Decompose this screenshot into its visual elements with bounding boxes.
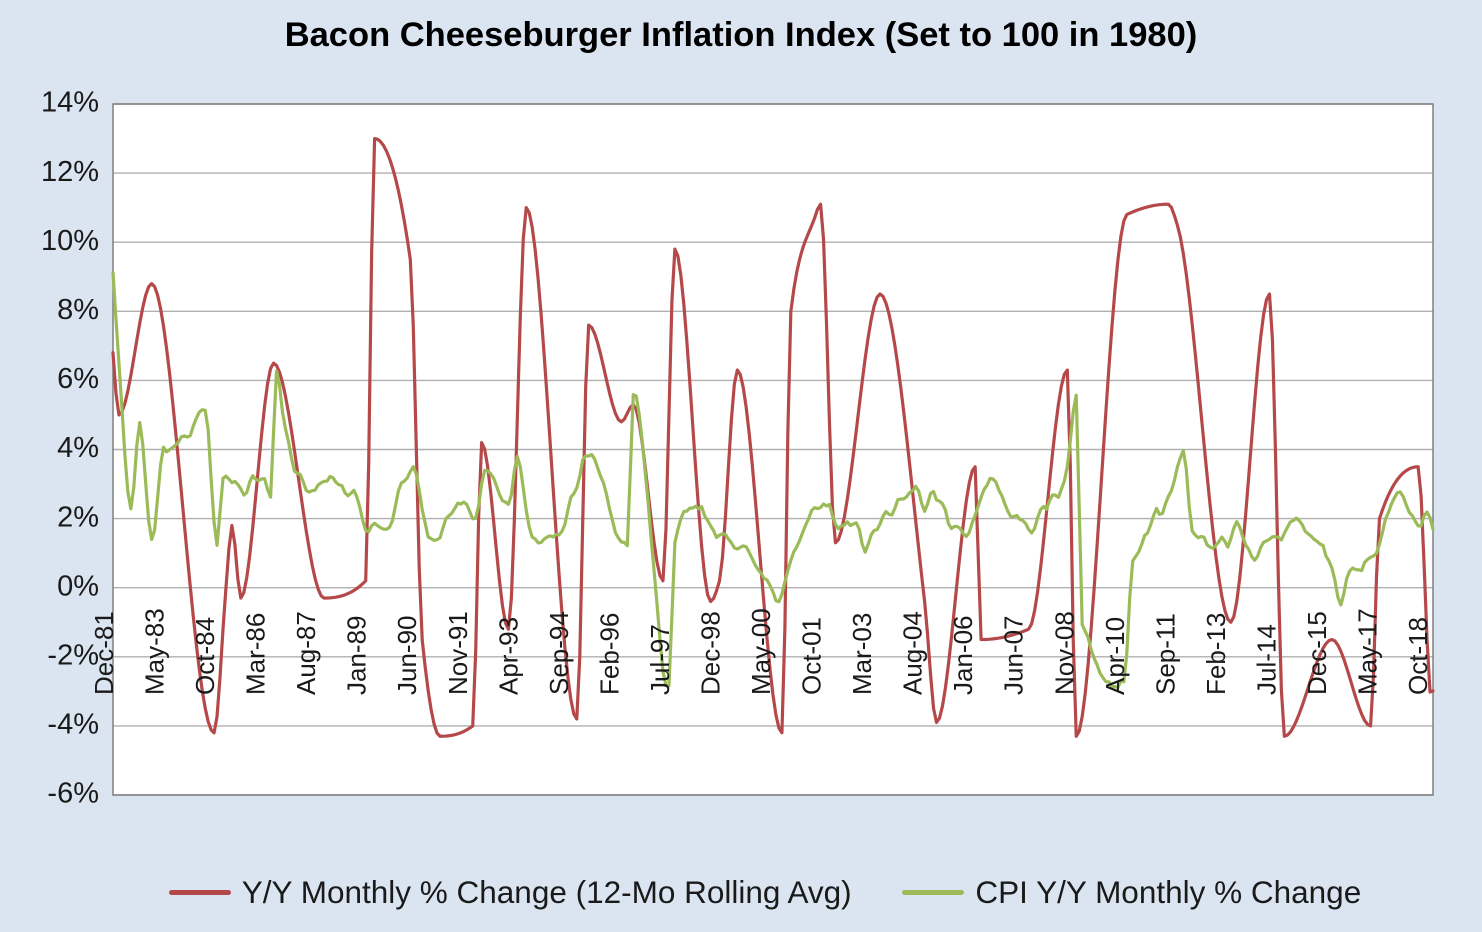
svg-text:8%: 8%: [57, 294, 99, 326]
svg-text:14%: 14%: [41, 87, 99, 119]
svg-text:Jul-97: Jul-97: [645, 624, 675, 695]
svg-text:Sep-11: Sep-11: [1150, 613, 1180, 695]
svg-text:Sep-94: Sep-94: [544, 611, 574, 695]
svg-text:Oct-01: Oct-01: [797, 617, 827, 695]
svg-text:12%: 12%: [41, 156, 99, 188]
svg-text:Dec-98: Dec-98: [695, 611, 725, 695]
svg-text:-4%: -4%: [47, 709, 99, 741]
svg-text:Mar-86: Mar-86: [241, 613, 271, 695]
svg-text:Nov-08: Nov-08: [1049, 611, 1079, 695]
svg-text:4%: 4%: [57, 432, 99, 464]
svg-text:May-83: May-83: [140, 608, 170, 695]
svg-text:Apr-93: Apr-93: [493, 617, 523, 695]
svg-text:Feb-13: Feb-13: [1201, 613, 1231, 695]
svg-text:-6%: -6%: [47, 778, 99, 810]
svg-text:Dec-81: Dec-81: [89, 611, 119, 695]
svg-text:Oct-18: Oct-18: [1403, 617, 1433, 695]
svg-text:Aug-87: Aug-87: [291, 611, 321, 695]
svg-text:Aug-04: Aug-04: [898, 611, 928, 695]
svg-text:Jan-06: Jan-06: [948, 616, 978, 695]
svg-text:Nov-91: Nov-91: [443, 611, 473, 695]
svg-text:0%: 0%: [57, 570, 99, 602]
svg-text:Mar-03: Mar-03: [847, 613, 877, 695]
svg-text:Jul-14: Jul-14: [1251, 624, 1281, 695]
svg-text:6%: 6%: [57, 363, 99, 395]
svg-text:Feb-96: Feb-96: [594, 613, 624, 695]
svg-text:2%: 2%: [57, 501, 99, 533]
svg-text:May-00: May-00: [746, 608, 776, 695]
svg-text:Jan-89: Jan-89: [342, 616, 372, 696]
svg-text:Dec-15: Dec-15: [1302, 611, 1332, 695]
svg-text:Jun-90: Jun-90: [392, 616, 422, 696]
svg-text:10%: 10%: [41, 225, 99, 257]
svg-text:Apr-10: Apr-10: [1100, 617, 1130, 695]
svg-text:May-17: May-17: [1353, 608, 1383, 695]
svg-text:Oct-84: Oct-84: [190, 617, 220, 695]
svg-text:Jun-07: Jun-07: [999, 616, 1029, 696]
